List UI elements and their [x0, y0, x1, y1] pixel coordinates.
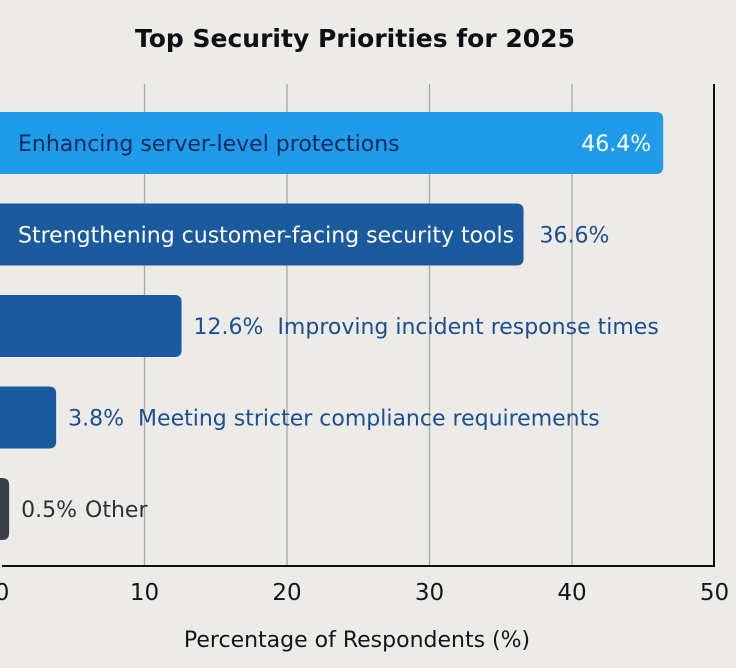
x-tick-label: 10 [130, 580, 159, 606]
bar [0, 203, 524, 266]
category-label: Meeting stricter compliance requirements [138, 407, 600, 432]
value-label: 12.6% [194, 315, 264, 340]
x-tick-label: 50 [700, 580, 729, 606]
value-label: 3.8% [68, 407, 124, 432]
bars [0, 112, 664, 540]
bar [0, 386, 57, 449]
x-axis-label: Percentage of Respondents (%) [184, 628, 530, 653]
bar [0, 295, 182, 357]
axes [2, 84, 715, 567]
category-label: Other [85, 498, 148, 523]
x-tick-label: 40 [557, 580, 586, 606]
value-label: 46.4% [581, 132, 651, 157]
x-tick-labels: 0 10 20 30 40 50 [0, 580, 729, 606]
category-label: Enhancing server-level protections [18, 132, 400, 157]
bar [0, 112, 664, 174]
x-tick-label: 0 [0, 580, 9, 606]
category-label: Strengthening customer-facing security t… [18, 224, 514, 249]
value-label: 36.6% [540, 224, 610, 249]
x-tick-label: 30 [415, 580, 444, 606]
category-label: Improving incident response times [277, 315, 658, 340]
bar-labels: Enhancing server-level protections 46.4% S… [18, 132, 659, 523]
bar [0, 478, 10, 540]
chart-title: Top Security Priorities for 2025 [135, 24, 575, 53]
x-tick-label: 20 [272, 580, 301, 606]
value-label: 0.5% [21, 498, 77, 523]
